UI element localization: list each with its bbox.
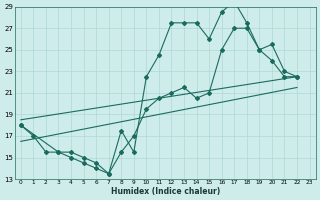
X-axis label: Humidex (Indice chaleur): Humidex (Indice chaleur) bbox=[111, 187, 220, 196]
